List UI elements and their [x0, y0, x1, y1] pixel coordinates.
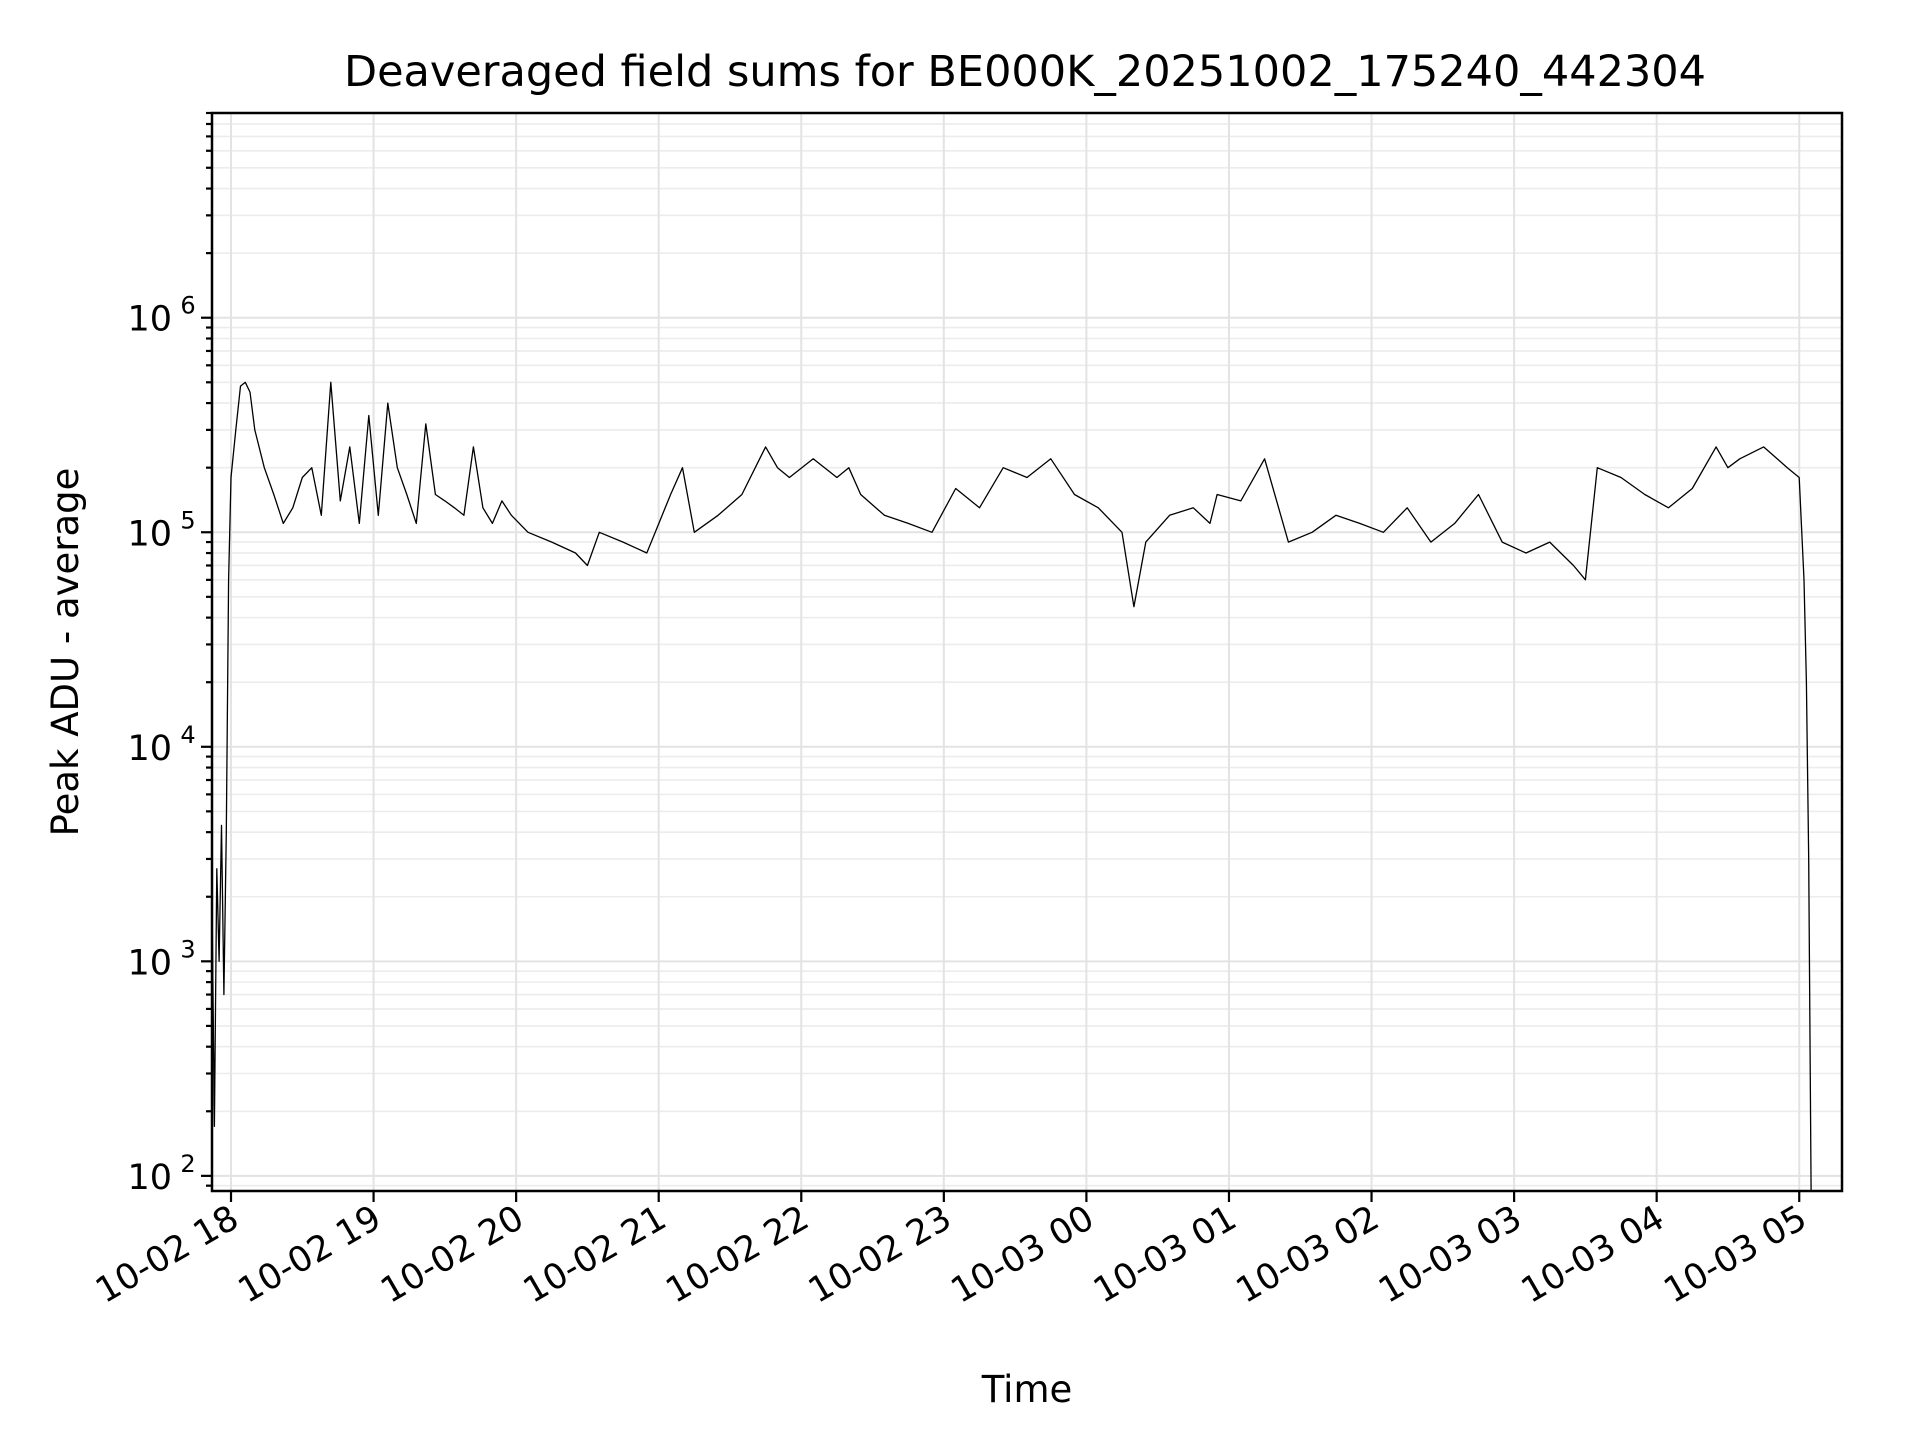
y-tick-exponent: 2 — [180, 1150, 195, 1178]
x-tick-label: 10-03 03 — [1372, 1198, 1528, 1311]
chart-title: Deaveraged field sums for BE000K_2025100… — [344, 47, 1706, 97]
x-tick-label: 10-03 05 — [1657, 1198, 1813, 1311]
x-tick-label: 10-03 00 — [945, 1198, 1101, 1311]
y-tick-label: 10 — [127, 729, 172, 769]
y-axis-label: Peak ADU - average — [44, 468, 87, 837]
y-tick-exponent: 6 — [180, 292, 195, 320]
gridlines — [212, 112, 1842, 1191]
x-tick-label: 10-03 04 — [1515, 1198, 1671, 1311]
x-tick-label: 10-02 21 — [517, 1198, 673, 1311]
x-tick-label: 10-02 20 — [374, 1198, 530, 1311]
plot-frame — [210, 111, 1844, 1193]
x-tick-label: 10-03 01 — [1087, 1198, 1243, 1311]
y-axis: 10 2 10 3 10 4 10 5 10 6 — [127, 111, 212, 1198]
y-tick-label: 10 — [127, 1158, 172, 1198]
y-tick-exponent: 4 — [180, 721, 195, 749]
y-tick-label: 10 — [127, 943, 172, 983]
x-tick-label: 10-02 19 — [232, 1198, 388, 1311]
y-tick-exponent: 3 — [180, 935, 195, 963]
x-tick-label: 10-02 22 — [659, 1198, 815, 1311]
x-axis-label: Time — [981, 1368, 1073, 1411]
x-tick-label: 10-03 02 — [1230, 1198, 1386, 1311]
y-tick-label: 10 — [127, 300, 172, 340]
x-tick-label: 10-02 23 — [802, 1198, 958, 1311]
x-tick-label: 10-02 18 — [89, 1198, 245, 1311]
y-tick-label: 10 — [127, 514, 172, 554]
series-line — [212, 381, 1812, 1191]
y-tick-exponent: 5 — [180, 506, 195, 534]
